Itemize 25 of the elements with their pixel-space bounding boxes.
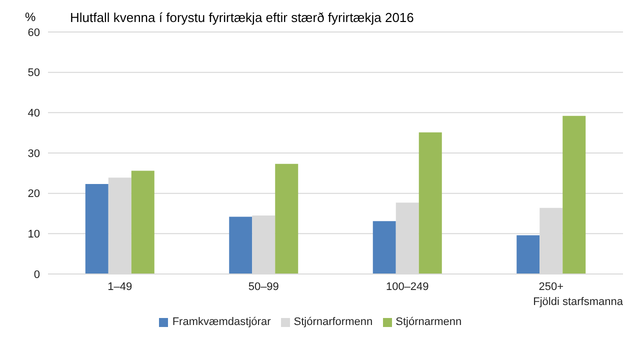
legend-label: Stjórnarformenn (294, 316, 373, 328)
x-tick-label: 50–99 (248, 280, 279, 293)
y-tick-label: 10 (28, 228, 40, 241)
chart-title: Hlutfall kvenna í forystu fyrirtækja eftir stærð fyrirtækja 2016 (70, 10, 414, 25)
y-tick-label: 20 (28, 188, 40, 200)
bar (516, 235, 540, 274)
bar (418, 132, 442, 274)
bar (85, 184, 108, 274)
y-tick-label: 40 (28, 108, 40, 120)
bar (562, 116, 586, 274)
x-tick-label: 100–249 (386, 280, 429, 293)
legend-label: Stjórnarmenn (396, 316, 462, 328)
x-axis-title: Fjöldi starfsmanna (533, 296, 623, 308)
y-tick-label: 30 (28, 148, 40, 160)
legend-label: Framkvæmdastjórar (172, 316, 271, 328)
bar (131, 170, 154, 274)
bar (275, 164, 298, 274)
y-tick-label: 50 (28, 67, 40, 80)
y-axis-title: % (25, 10, 36, 24)
y-tick-label: 60 (28, 26, 40, 39)
x-tick-label: 1–49 (108, 280, 132, 293)
bar (229, 216, 252, 274)
bar (372, 221, 396, 274)
x-tick-label: 250+ (538, 280, 564, 293)
y-tick-label: 0 (34, 268, 40, 281)
